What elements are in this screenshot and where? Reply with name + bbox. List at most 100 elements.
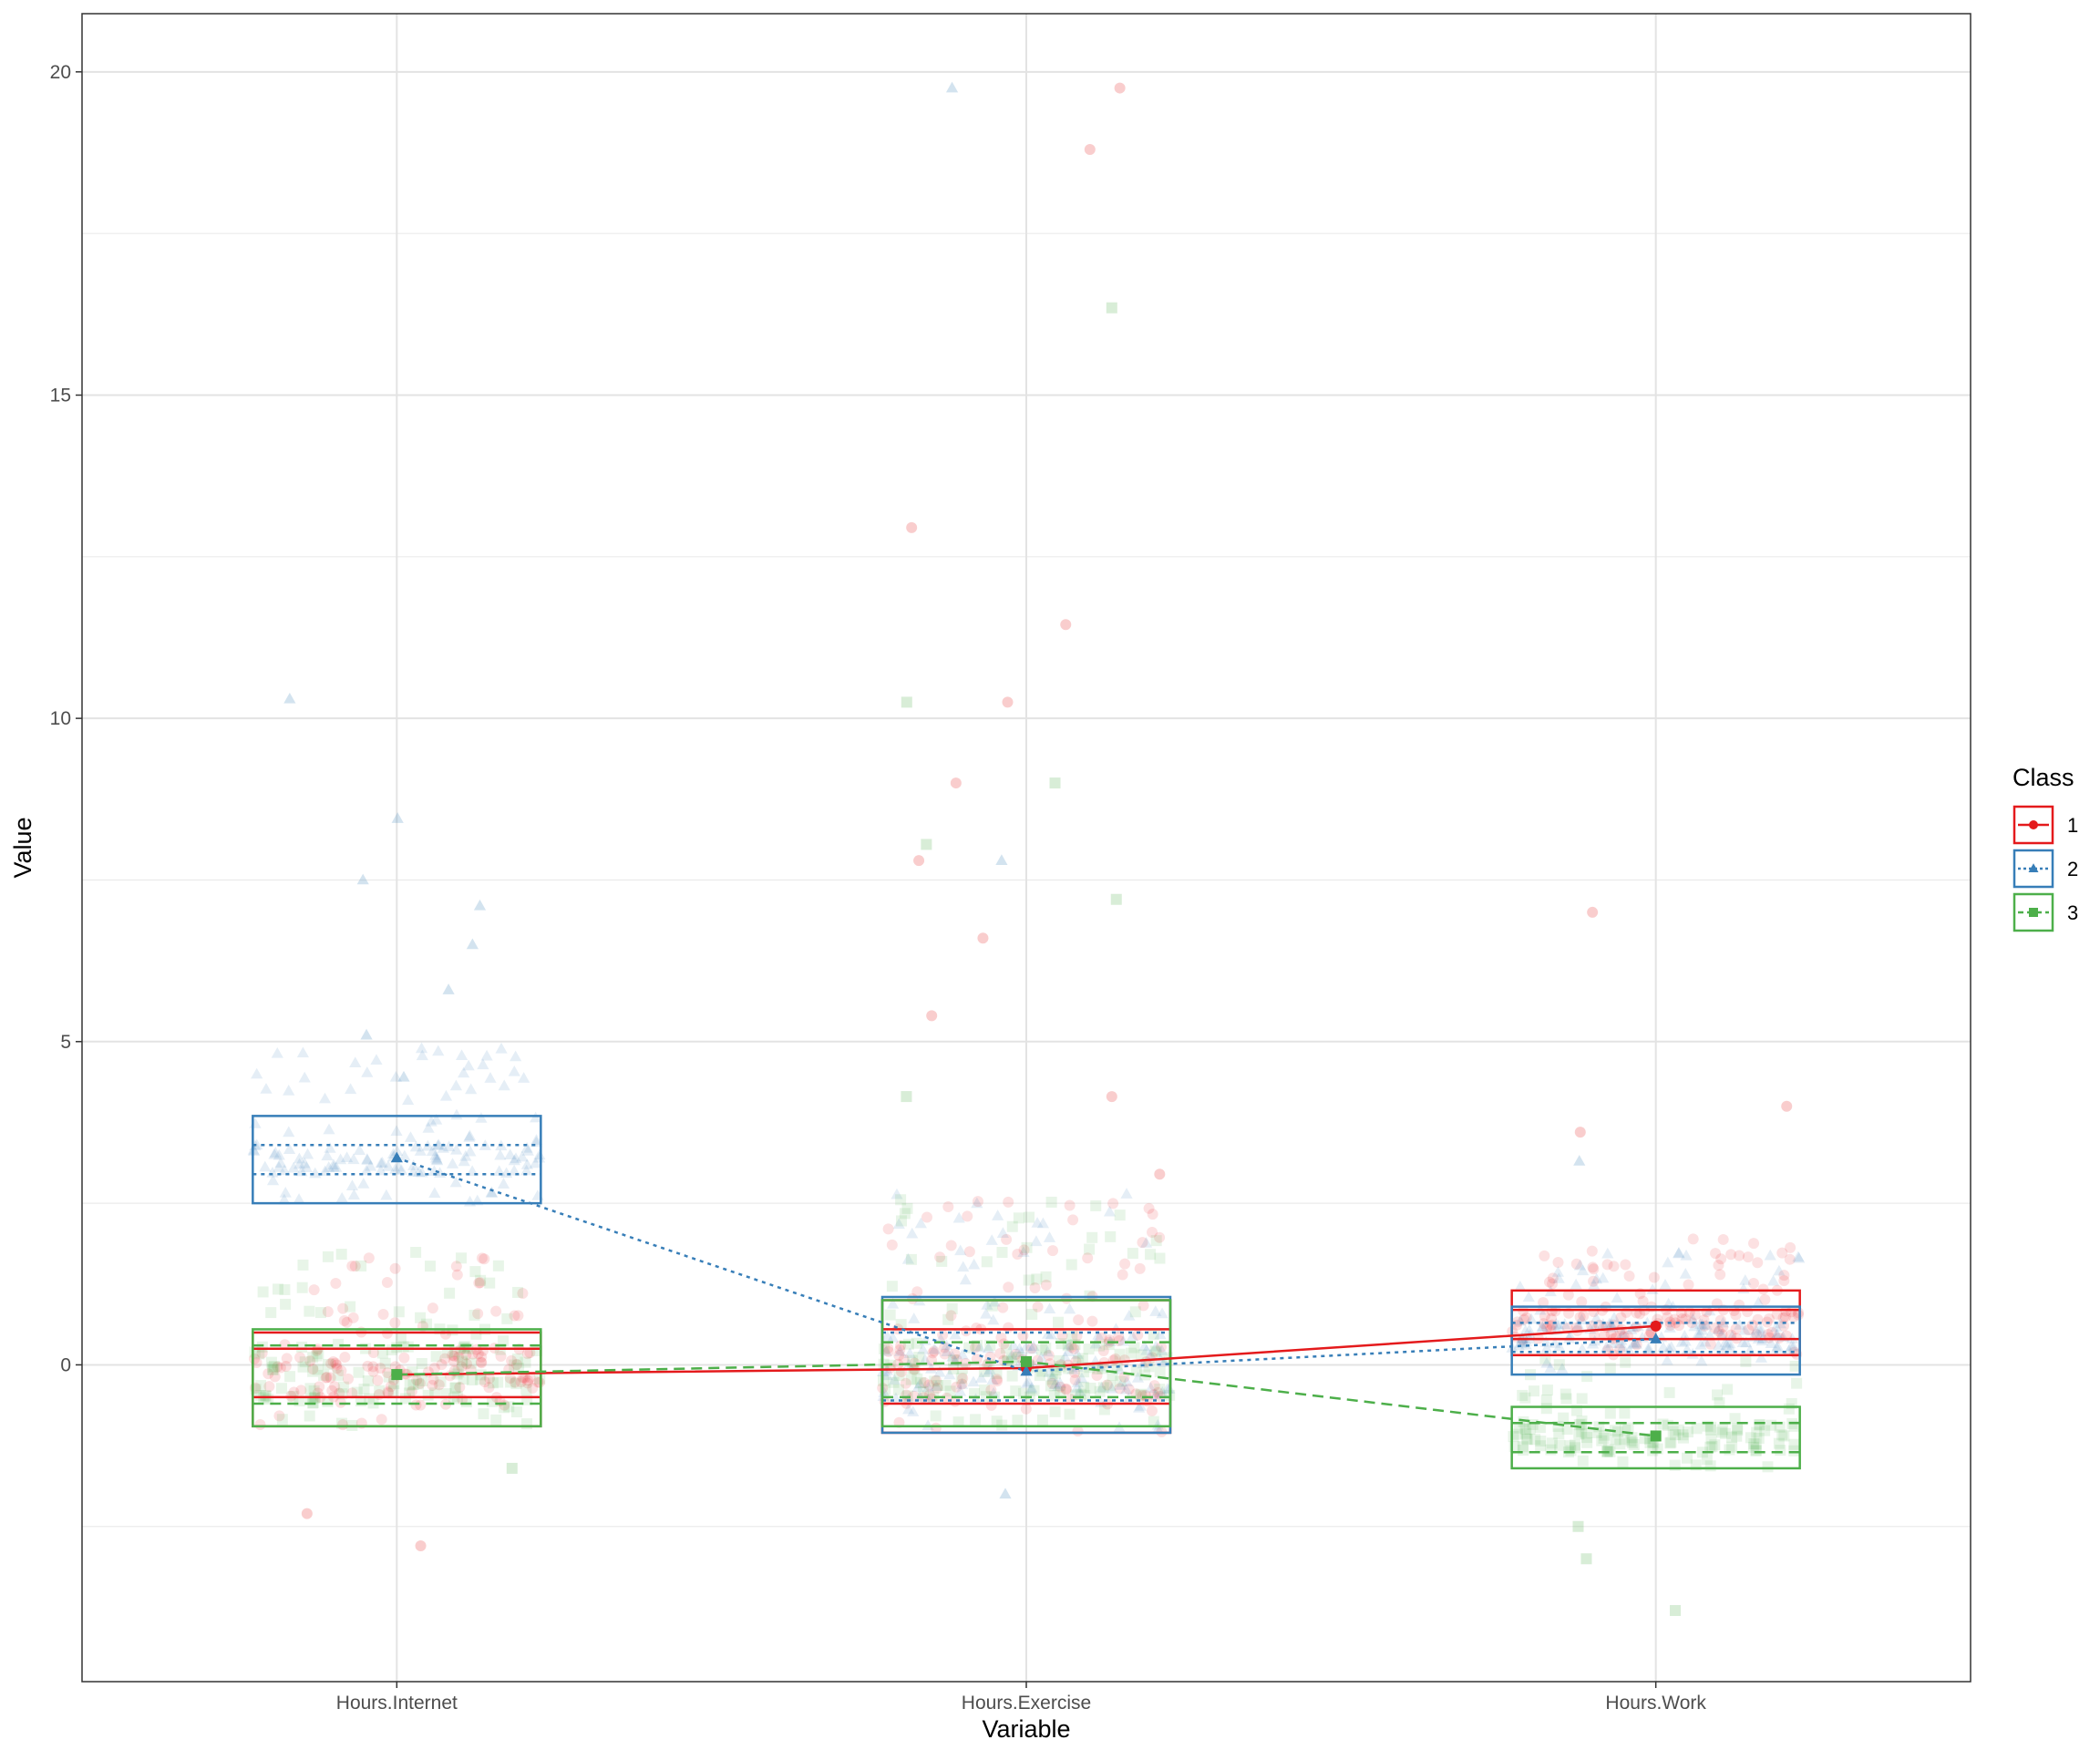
- data-point: [353, 1144, 366, 1156]
- data-point: [389, 1262, 401, 1274]
- data-point: [1140, 1343, 1153, 1355]
- data-point: [1156, 1341, 1168, 1353]
- data-point: [1083, 1343, 1095, 1355]
- data-point: [1125, 1347, 1137, 1359]
- data-point: [458, 1373, 469, 1385]
- data-point: [333, 1338, 345, 1350]
- data-point: [256, 1347, 268, 1359]
- data-point: [1662, 1312, 1673, 1323]
- data-point: [1680, 1249, 1693, 1261]
- data-point: [919, 1377, 931, 1389]
- data-point: [1047, 1245, 1059, 1257]
- data-point: [1519, 1324, 1532, 1336]
- data-point: [946, 1350, 959, 1362]
- data-point: [441, 1347, 453, 1359]
- legend-label-1: 1: [2067, 814, 2078, 837]
- outlier-point: [1572, 1520, 1584, 1532]
- data-point: [1071, 1348, 1084, 1359]
- data-point: [1604, 1446, 1616, 1457]
- data-point: [946, 1302, 958, 1314]
- data-point: [338, 1314, 350, 1326]
- data-point: [1757, 1283, 1769, 1295]
- mean-marker: [1650, 1430, 1662, 1442]
- data-point: [484, 1277, 496, 1289]
- data-point: [362, 1375, 374, 1387]
- data-point: [1113, 1334, 1125, 1346]
- data-point: [1756, 1332, 1769, 1343]
- data-point: [892, 1218, 905, 1230]
- data-point: [504, 1372, 516, 1384]
- data-point: [1789, 1360, 1801, 1372]
- data-point: [300, 1161, 313, 1172]
- data-point: [1736, 1336, 1749, 1348]
- data-point: [1145, 1249, 1157, 1261]
- data-point: [1055, 1338, 1067, 1350]
- data-point: [1788, 1445, 1800, 1457]
- data-point: [1665, 1436, 1677, 1448]
- data-point: [1040, 1271, 1052, 1282]
- data-point: [960, 1357, 972, 1369]
- data-point: [376, 1347, 388, 1359]
- data-point: [1078, 1381, 1090, 1393]
- data-point: [379, 1357, 391, 1369]
- data-point: [298, 1157, 311, 1168]
- data-point: [1601, 1247, 1614, 1259]
- data-point: [331, 1363, 343, 1374]
- data-point: [1043, 1349, 1055, 1361]
- data-point: [1031, 1273, 1043, 1285]
- data-point: [524, 1347, 536, 1359]
- data-point: [1619, 1434, 1631, 1446]
- data-point: [262, 1368, 274, 1380]
- data-point: [979, 1385, 991, 1396]
- data-point: [1030, 1235, 1043, 1247]
- data-point: [1682, 1426, 1693, 1438]
- data-point: [941, 1345, 953, 1356]
- data-point: [1765, 1326, 1777, 1338]
- data-point: [985, 1385, 997, 1396]
- data-point: [1620, 1356, 1632, 1368]
- data-point: [890, 1188, 903, 1199]
- data-point: [1573, 1428, 1585, 1440]
- data-point: [1775, 1445, 1786, 1457]
- data-point: [1625, 1436, 1637, 1447]
- data-point: [1006, 1370, 1018, 1382]
- data-point: [886, 1281, 898, 1292]
- data-point: [464, 1145, 477, 1157]
- data-point: [1679, 1268, 1692, 1279]
- data-point: [393, 1306, 405, 1318]
- data-point: [343, 1373, 355, 1385]
- data-point: [1614, 1343, 1626, 1355]
- data-point: [296, 1046, 310, 1058]
- data-point: [1017, 1246, 1030, 1257]
- data-point: [451, 1269, 463, 1281]
- data-point: [879, 1343, 890, 1355]
- data-point: [1040, 1342, 1052, 1354]
- data-point: [444, 1287, 456, 1299]
- data-point: [886, 1332, 900, 1343]
- data-point: [404, 1387, 416, 1399]
- data-point: [895, 1319, 907, 1331]
- data-point: [430, 1351, 442, 1363]
- data-point: [985, 1234, 998, 1245]
- data-point: [413, 1378, 425, 1390]
- data-point: [288, 1386, 300, 1398]
- data-point: [1616, 1341, 1629, 1352]
- outlier-point: [1781, 1100, 1793, 1112]
- data-point: [1540, 1403, 1552, 1415]
- data-point: [952, 1416, 964, 1428]
- data-point: [888, 1374, 901, 1385]
- data-point: [888, 1376, 900, 1388]
- data-point: [996, 1227, 1010, 1238]
- data-point: [1046, 1370, 1059, 1382]
- data-point: [1149, 1305, 1162, 1316]
- outlier-point: [1587, 906, 1599, 918]
- data-point: [1762, 1328, 1774, 1340]
- data-point: [298, 1071, 311, 1083]
- data-point: [893, 1370, 905, 1382]
- data-point: [1150, 1346, 1162, 1358]
- data-point: [337, 1381, 349, 1393]
- data-point: [1517, 1389, 1529, 1401]
- data-point: [1576, 1264, 1590, 1276]
- outlier-point: [945, 81, 959, 93]
- data-point: [1540, 1395, 1552, 1406]
